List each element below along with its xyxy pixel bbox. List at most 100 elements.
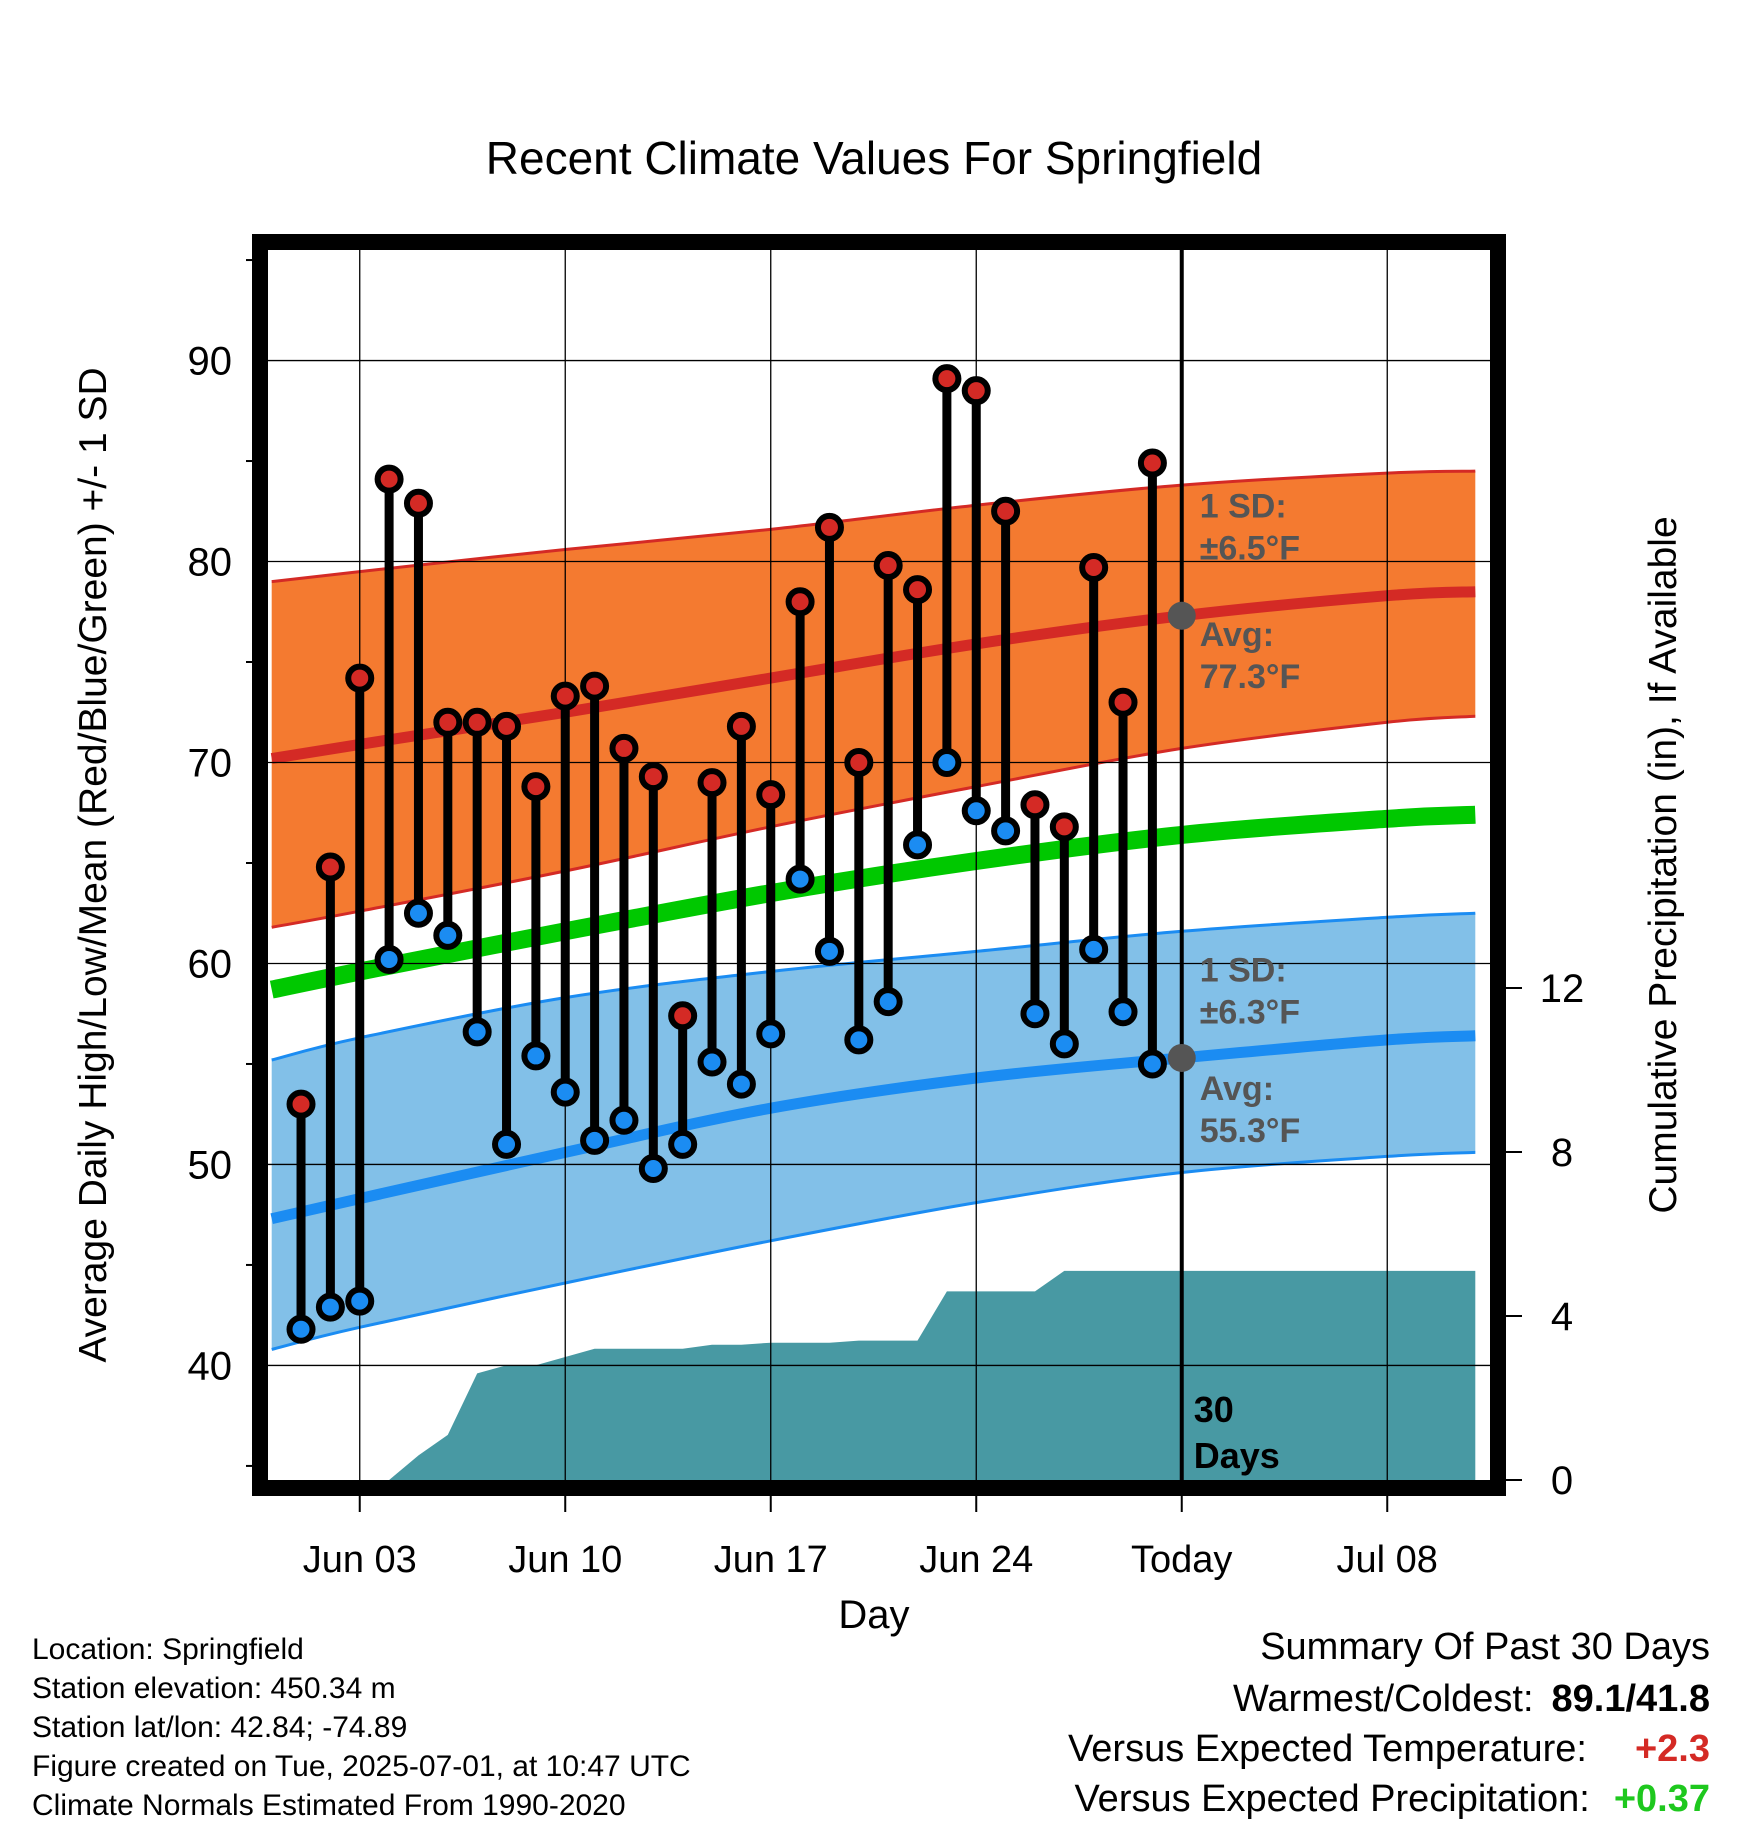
daily-high-point	[521, 772, 551, 802]
daily-high-point	[315, 852, 345, 882]
y-axis-label: Average Daily High/Low/Mean (Red/Blue/Gr…	[72, 367, 115, 1362]
summary-warmest-coldest: Warmest/Coldest: 89.1/41.8	[1233, 1678, 1710, 1721]
daily-high-point	[668, 1001, 698, 1031]
daily-low-point	[521, 1041, 551, 1071]
warmest-coldest-value: 89.1/41.8	[1551, 1678, 1710, 1720]
plot-area: 30 Days 1 SD: ±6.5°F Avg: 77.3°F 1 SD: ±6.3°F Av…	[188, 234, 1585, 1581]
daily-high-point	[1079, 553, 1109, 583]
daily-low-point	[756, 1019, 786, 1049]
daily-low-point	[1108, 997, 1138, 1027]
today-avg-marker	[1167, 1043, 1196, 1072]
daily-high-point	[609, 733, 639, 763]
annotation-line-1: Avg:	[1200, 1070, 1274, 1108]
x-axis-label: Day	[838, 1593, 909, 1637]
annotation-line-1: 1 SD:	[1200, 487, 1287, 525]
daily-low-point	[903, 830, 933, 860]
high-sd-band	[271, 471, 1476, 928]
daily-low-point	[961, 796, 991, 826]
summary-heading: Summary Of Past 30 Days	[1260, 1626, 1710, 1668]
daily-low-point	[374, 944, 404, 974]
daily-high-point	[726, 711, 756, 741]
daily-low-point	[1020, 999, 1050, 1029]
y-tick-label: 40	[188, 1344, 233, 1388]
y2-tick-label: 12	[1540, 967, 1585, 1011]
daily-low-point	[580, 1125, 610, 1155]
daily-high-point	[814, 512, 844, 542]
daily-low-point	[668, 1129, 698, 1159]
y-tick-label: 60	[188, 942, 233, 986]
daily-low-point	[932, 748, 962, 777]
daily-low-point	[814, 936, 844, 966]
daily-low-point	[991, 816, 1021, 846]
annotation-line-2: ±6.5°F	[1200, 529, 1300, 567]
daily-high-point	[961, 376, 991, 406]
summary-temperature: Versus Expected Temperature: +2.3	[1068, 1728, 1710, 1771]
daily-low-point	[1137, 1049, 1167, 1079]
daily-high-point	[1108, 687, 1138, 717]
daily-high-point	[580, 671, 610, 701]
daily-low-point	[609, 1105, 639, 1135]
annotation-line-1: Avg:	[1200, 616, 1274, 654]
daily-high-point	[403, 488, 433, 518]
daily-high-point	[932, 364, 962, 394]
temp-label: Versus Expected Temperature:	[1068, 1728, 1587, 1770]
daily-low-point	[550, 1077, 580, 1107]
daily-high-point	[991, 496, 1021, 526]
daily-high-point	[785, 587, 815, 617]
y-tick-label: 80	[188, 541, 233, 585]
y2-tick-label: 4	[1551, 1295, 1573, 1339]
daily-high-point	[1020, 790, 1050, 820]
y-tick-label: 90	[188, 340, 233, 384]
daily-low-point	[785, 864, 815, 894]
daily-high-point	[903, 575, 933, 605]
chart-title: Recent Climate Values For Springfield	[486, 132, 1262, 184]
daily-high-point	[638, 762, 668, 792]
daily-high-point	[873, 551, 903, 581]
low-sd-band	[271, 913, 1476, 1350]
warmest-coldest-label: Warmest/Coldest:	[1232, 1678, 1534, 1720]
location-text: Location: Springfield	[32, 1633, 304, 1666]
x-tick-label: Jul 08	[1337, 1539, 1438, 1581]
daily-low-point	[315, 1292, 345, 1322]
daily-high-point	[462, 707, 492, 737]
daily-high-point	[433, 707, 463, 737]
precip-label: Versus Expected Precipitation:	[1074, 1778, 1590, 1820]
low-sd-edge	[271, 1150, 1476, 1351]
annotation-line-2: 77.3°F	[1200, 658, 1301, 696]
precip-value: +0.37	[1613, 1778, 1710, 1820]
today-label-1: 30	[1194, 1389, 1234, 1430]
precip-area	[330, 1270, 1476, 1480]
daily-high-point	[345, 663, 375, 693]
y-tick-label: 50	[188, 1143, 233, 1187]
daily-low-point	[726, 1069, 756, 1099]
daily-high-point	[1137, 448, 1167, 478]
annotation-line-2: 55.3°F	[1200, 1112, 1301, 1150]
x-tick-label: Jun 03	[303, 1539, 417, 1581]
low-sd-edge	[271, 911, 1476, 1062]
elevation-text: Station elevation: 450.34 m	[32, 1672, 396, 1705]
avg-low-line	[270, 1030, 1476, 1225]
daily-high-point	[844, 748, 874, 777]
created-text: Figure created on Tue, 2025-07-01, at 10…	[32, 1750, 691, 1783]
daily-high-point	[550, 681, 580, 711]
daily-high-point	[1049, 812, 1079, 842]
daily-low-point	[433, 920, 463, 950]
daily-low-point	[492, 1129, 522, 1159]
daily-high-point	[697, 768, 727, 798]
daily-high-point	[286, 1089, 316, 1119]
daily-high-point	[756, 780, 786, 810]
daily-low-point	[697, 1047, 727, 1077]
daily-low-point	[1049, 1029, 1079, 1059]
daily-low-point	[638, 1153, 668, 1183]
avg-mean-line	[269, 805, 1476, 999]
daily-low-point	[873, 987, 903, 1017]
today-avg-marker	[1167, 601, 1196, 630]
y-tick-label: 70	[188, 742, 233, 786]
x-tick-label: Jun 10	[508, 1539, 622, 1581]
y2-tick-label: 8	[1551, 1131, 1573, 1175]
y2-tick-label: 0	[1551, 1459, 1573, 1503]
daily-low-point	[345, 1286, 375, 1316]
summary-precipitation: Versus Expected Precipitation: +0.37	[1074, 1778, 1710, 1821]
daily-low-point	[403, 898, 433, 928]
